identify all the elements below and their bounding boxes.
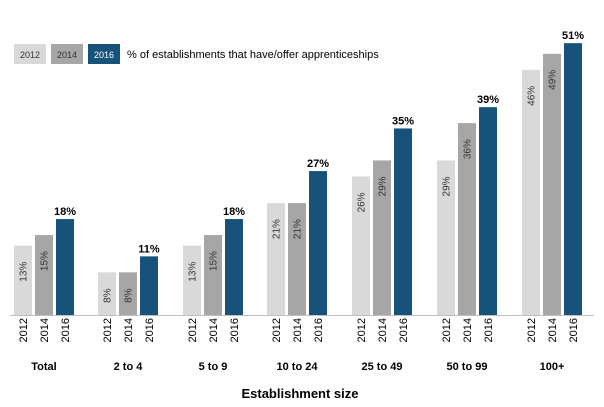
data-label-10-to-24-2012: 21% xyxy=(272,219,283,239)
x-tick-25-to-49-2012: 2012 xyxy=(356,318,368,342)
data-label-2-to-4-2014: 8% xyxy=(124,288,135,303)
data-label-2-to-4-2016: 11% xyxy=(138,243,160,255)
bar-10-to-24-2012 xyxy=(267,203,285,315)
bar-50-to-99-2012 xyxy=(437,160,455,315)
bar-50-to-99-2014 xyxy=(458,123,476,316)
data-label-5-to-9-2012: 13% xyxy=(188,262,199,282)
x-tick-50-to-99-2014: 2014 xyxy=(462,318,474,342)
bar-100-2016 xyxy=(564,43,582,316)
category-label-25-to-49: 25 to 49 xyxy=(362,361,403,373)
bar-10-to-24-2014 xyxy=(288,203,306,315)
x-tick-5-to-9-2016: 2016 xyxy=(229,318,241,342)
x-tick-25-to-49-2014: 2014 xyxy=(377,318,389,342)
data-label-total-2014: 15% xyxy=(40,251,51,271)
legend-swatch-2012 xyxy=(14,44,46,64)
legend-label-2016: 2016 xyxy=(94,50,114,60)
category-label-2-to-4: 2 to 4 xyxy=(114,361,144,373)
data-label-50-to-99-2012: 29% xyxy=(442,176,453,196)
bar-2-to-4-2014 xyxy=(119,272,137,315)
bar-total-2014 xyxy=(35,235,53,315)
data-label-100-2012: 46% xyxy=(527,86,538,106)
data-label-25-to-49-2016: 35% xyxy=(392,115,414,127)
bar-25-to-49-2012 xyxy=(352,176,370,315)
x-tick-10-to-24-2016: 2016 xyxy=(313,318,325,342)
data-label-25-to-49-2012: 26% xyxy=(357,192,368,212)
data-label-50-to-99-2014: 36% xyxy=(463,139,474,159)
category-label-total: Total xyxy=(31,361,56,373)
x-tick-2-to-4-2012: 2012 xyxy=(102,318,114,342)
data-label-total-2016: 18% xyxy=(54,206,76,218)
bar-5-to-9-2012 xyxy=(183,245,201,315)
legend-swatch-2014 xyxy=(51,44,83,64)
category-label-10-to-24: 10 to 24 xyxy=(277,361,319,373)
data-label-5-to-9-2014: 15% xyxy=(209,251,220,271)
legend: 2012 2014 2016 % of establishments that hav… xyxy=(14,44,379,64)
x-tick-50-to-99-2016: 2016 xyxy=(483,318,495,342)
data-label-25-to-49-2014: 29% xyxy=(378,176,389,196)
category-label-5-to-9: 5 to 9 xyxy=(199,361,228,373)
x-tick-total-2014: 2014 xyxy=(39,318,51,342)
x-tick-100-2016: 2016 xyxy=(568,318,580,342)
legend-label-2012: 2012 xyxy=(20,50,40,60)
x-tick-5-to-9-2014: 2014 xyxy=(208,318,220,342)
data-label-2-to-4-2012: 8% xyxy=(103,288,114,303)
data-label-5-to-9-2016: 18% xyxy=(223,206,245,218)
bar-total-2012 xyxy=(14,245,32,315)
legend-label-2014: 2014 xyxy=(57,50,77,60)
bar-50-to-99-2016 xyxy=(479,107,497,315)
bar-5-to-9-2016 xyxy=(225,219,243,315)
category-label-100: 100+ xyxy=(540,361,565,373)
data-label-10-to-24-2016: 27% xyxy=(307,158,329,170)
x-tick-25-to-49-2016: 2016 xyxy=(398,318,410,342)
x-tick-2-to-4-2016: 2016 xyxy=(144,318,156,342)
legend-swatch-2016 xyxy=(88,44,120,64)
x-tick-total-2016: 2016 xyxy=(60,318,72,342)
data-label-100-2014: 49% xyxy=(548,70,559,90)
category-label-50-to-99: 50 to 99 xyxy=(447,361,488,373)
x-tick-100-2014: 2014 xyxy=(547,318,559,342)
bars: 13% 15% 18% 8% 8% 11% 13% 15% 18% 21% 21% 27% 26% 29%… xyxy=(14,30,584,316)
data-label-100-2016: 51% xyxy=(562,30,584,42)
x-axis-title: Establishment size xyxy=(241,386,358,401)
data-label-total-2012: 13% xyxy=(19,262,30,282)
x-tick-total-2012: 2012 xyxy=(18,318,30,342)
bar-10-to-24-2016 xyxy=(309,171,327,315)
x-tick-10-to-24-2014: 2014 xyxy=(292,318,304,342)
x-tick-2-to-4-2014: 2014 xyxy=(123,318,135,342)
data-label-10-to-24-2014: 21% xyxy=(293,219,304,239)
bar-2-to-4-2012 xyxy=(98,272,116,315)
bar-25-to-49-2016 xyxy=(394,128,412,315)
data-label-50-to-99-2016: 39% xyxy=(477,94,499,106)
bar-total-2016 xyxy=(56,219,74,315)
x-tick-10-to-24-2012: 2012 xyxy=(271,318,283,342)
bar-2-to-4-2016 xyxy=(140,256,158,315)
x-tick-5-to-9-2012: 2012 xyxy=(187,318,199,342)
x-tick-50-to-99-2012: 2012 xyxy=(441,318,453,342)
bar-100-2014 xyxy=(543,53,561,316)
bar-100-2012 xyxy=(522,69,540,315)
x-axis-ticks: 2012 2014 2016 Total 2012 2014 2016 2 to 4 2012 2… xyxy=(18,318,580,373)
x-tick-100-2012: 2012 xyxy=(526,318,538,342)
bar-5-to-9-2014 xyxy=(204,235,222,315)
bar-25-to-49-2014 xyxy=(373,160,391,315)
chart-title: % of establishments that have/offer appr… xyxy=(127,49,379,61)
